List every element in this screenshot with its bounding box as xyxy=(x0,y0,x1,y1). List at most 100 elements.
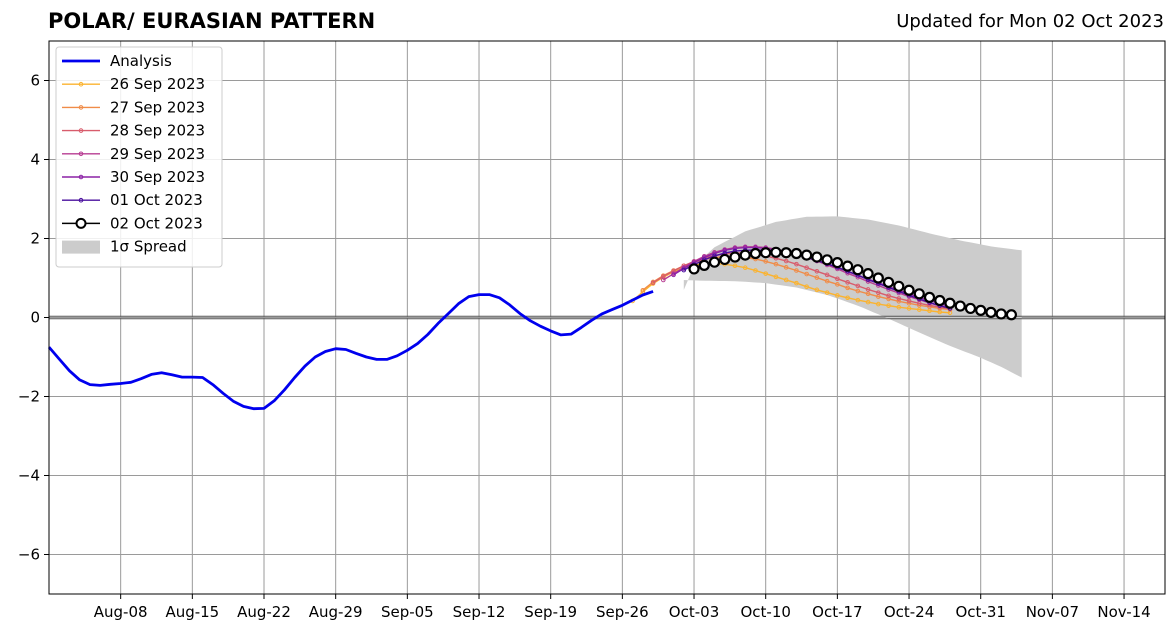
forecast-series-02-oct-2023 xyxy=(688,246,1018,321)
chart-title: POLAR/ EURASIAN PATTERN xyxy=(48,9,376,33)
forecast-marker xyxy=(831,256,843,269)
x-tick-label: Sep-12 xyxy=(453,603,506,621)
forecast-marker xyxy=(954,300,966,312)
forecast-marker xyxy=(719,253,731,266)
forecast-marker xyxy=(845,285,850,291)
forecast-marker xyxy=(763,259,768,264)
x-tick-label: Oct-24 xyxy=(884,603,934,621)
forecast-marker xyxy=(821,254,833,266)
forecast-marker xyxy=(975,304,987,316)
forecast-marker xyxy=(783,258,789,264)
forecast-marker xyxy=(794,261,799,267)
forecast-marker xyxy=(845,280,850,285)
legend-entry: 1σ Spread xyxy=(62,238,187,256)
forecast-marker xyxy=(814,287,820,293)
legend-entry: 26 Sep 2023 xyxy=(62,75,205,93)
legend-marker xyxy=(78,151,84,157)
forecast-marker xyxy=(835,276,840,282)
forecast-marker xyxy=(872,272,884,284)
forecast-marker xyxy=(824,278,830,284)
forecast-marker xyxy=(739,249,751,261)
spread-band xyxy=(683,216,1022,378)
legend-marker xyxy=(78,174,84,180)
forecast-marker xyxy=(729,251,741,263)
legend-entry: 01 Oct 2023 xyxy=(62,191,203,209)
legend-entry: 02 Oct 2023 xyxy=(62,214,203,232)
legend-label: 02 Oct 2023 xyxy=(110,214,203,232)
legend-marker xyxy=(75,217,87,229)
forecast-marker xyxy=(852,264,864,276)
forecast-marker xyxy=(814,275,820,280)
forecast-marker xyxy=(780,247,792,259)
forecast-marker xyxy=(773,274,779,280)
forecast-series xyxy=(630,244,1018,321)
x-tick-label: Nov-07 xyxy=(1026,603,1079,621)
forecast-marker xyxy=(688,263,700,275)
forecast-marker xyxy=(824,290,830,295)
forecast-marker xyxy=(923,291,936,303)
legend-label: 1σ Spread xyxy=(110,238,187,256)
chart-subtitle: Updated for Mon 02 Oct 2023 xyxy=(896,11,1164,32)
legend-entry: 30 Sep 2023 xyxy=(62,168,205,186)
forecast-marker xyxy=(893,280,905,292)
forecast-marker xyxy=(732,246,738,251)
forecast-marker xyxy=(906,306,912,311)
analysis-series xyxy=(47,290,654,411)
forecast-marker xyxy=(944,297,956,309)
x-axis-ticks: Aug-08 Aug-15 Aug-22 Aug-29 Sep-05 Sep-12 Sep-… xyxy=(94,594,1151,621)
forecast-marker xyxy=(842,260,854,272)
y-tick-label: 6 xyxy=(30,72,40,90)
forecast-marker xyxy=(811,251,823,263)
x-tick-label: Oct-31 xyxy=(955,603,1005,621)
forecast-marker xyxy=(708,256,721,268)
legend-marker xyxy=(78,81,84,87)
x-tick-label: Sep-19 xyxy=(524,603,577,621)
forecast-marker xyxy=(801,249,813,261)
y-tick-label: −4 xyxy=(18,467,40,485)
legend-marker xyxy=(78,197,84,203)
forecast-marker xyxy=(985,306,997,318)
forecast-marker xyxy=(681,267,687,273)
forecast-marker xyxy=(876,290,881,295)
forecast-marker xyxy=(824,272,830,278)
legend-entry: Analysis xyxy=(62,52,172,70)
forecast-marker xyxy=(1005,309,1018,321)
grid-lines xyxy=(49,41,1165,594)
forecast-marker xyxy=(835,293,840,298)
forecast-marker xyxy=(964,302,977,315)
forecast-marker xyxy=(886,293,891,299)
forecast-marker xyxy=(794,268,799,273)
y-tick-label: 4 xyxy=(30,151,40,169)
forecast-marker xyxy=(903,284,915,296)
forecast-marker xyxy=(865,287,871,292)
forecast-marker xyxy=(749,247,762,260)
forecast-marker xyxy=(865,299,871,305)
legend-marker xyxy=(78,128,84,133)
forecast-marker xyxy=(732,263,738,269)
forecast-marker xyxy=(855,288,861,294)
legend-label: 28 Sep 2023 xyxy=(110,122,205,140)
forecast-marker xyxy=(742,265,748,271)
legend-label: 29 Sep 2023 xyxy=(110,145,205,163)
forecast-marker xyxy=(790,247,803,260)
x-tick-label: Aug-29 xyxy=(309,603,363,621)
spread-band-area xyxy=(683,216,1022,378)
y-axis-ticks: −6 −4 −2 0 2 4 6 xyxy=(18,72,49,564)
forecast-marker xyxy=(934,294,946,307)
forecast-marker xyxy=(913,288,925,300)
forecast-marker xyxy=(882,276,895,288)
forecast-marker xyxy=(722,248,728,253)
legend-swatch xyxy=(62,240,100,254)
x-tick-label: Oct-10 xyxy=(740,603,790,621)
legend-marker xyxy=(78,105,84,110)
y-tick-label: 0 xyxy=(30,309,40,327)
forecast-marker xyxy=(760,247,772,259)
forecast-marker xyxy=(845,295,850,301)
forecast-marker xyxy=(896,299,902,304)
forecast-marker xyxy=(640,287,646,293)
forecast-marker xyxy=(855,283,861,289)
legend-entry: 27 Sep 2023 xyxy=(62,98,205,116)
forecast-marker xyxy=(742,245,748,250)
y-tick-label: −2 xyxy=(18,388,40,406)
